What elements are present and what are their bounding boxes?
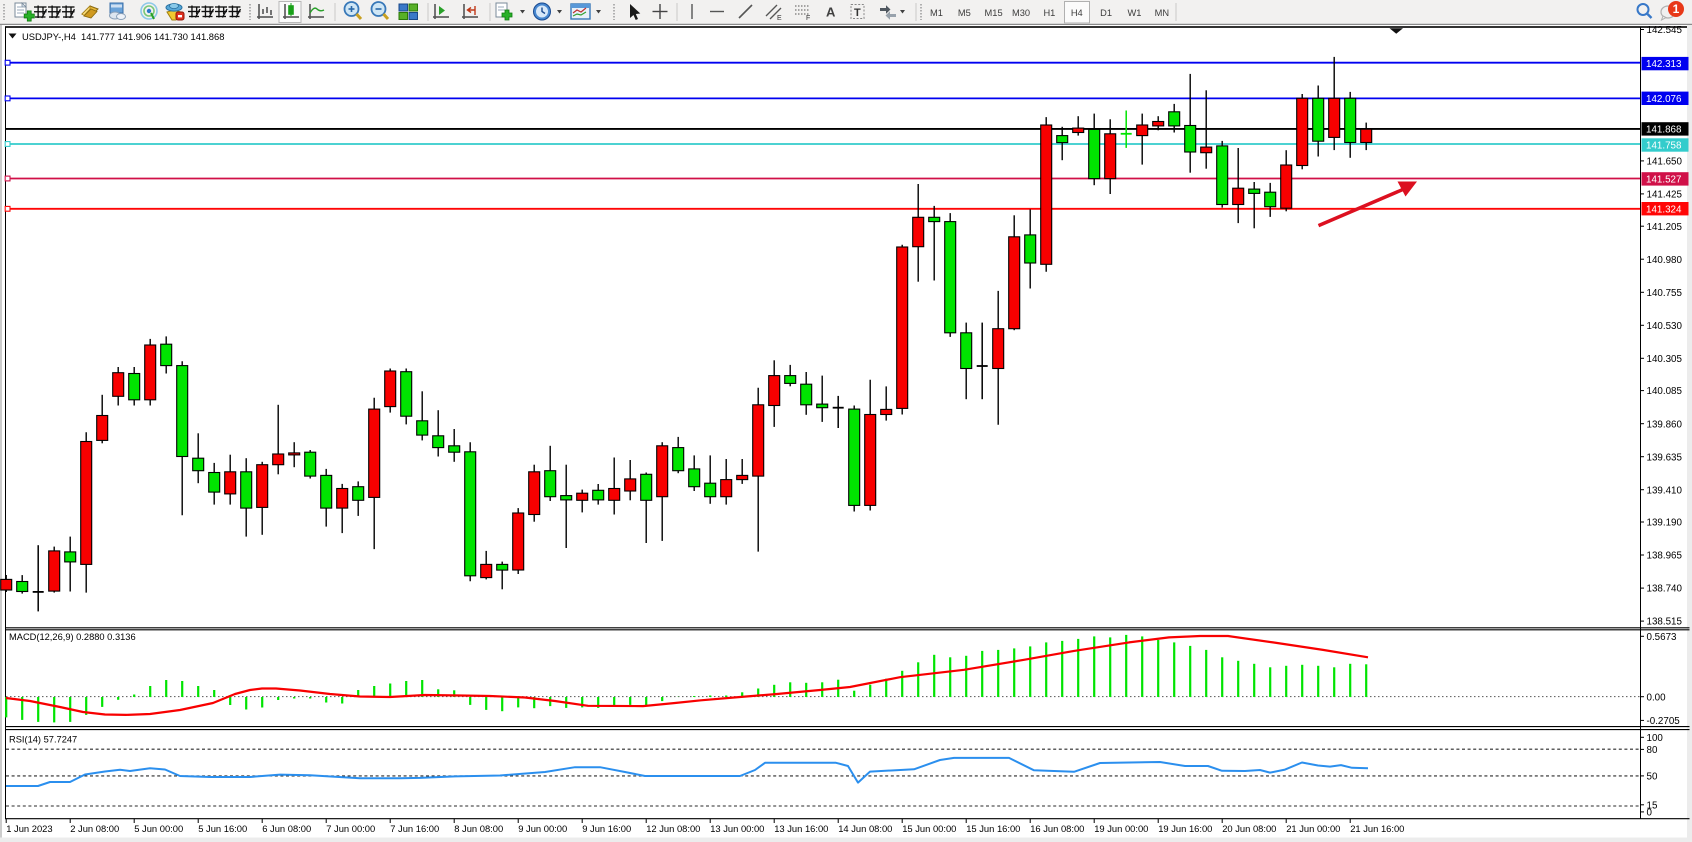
svg-text:20 Jun 08:00: 20 Jun 08:00 (1222, 823, 1276, 834)
svg-text:E: E (777, 15, 782, 22)
svg-text:141.868: 141.868 (1646, 125, 1682, 136)
svg-text:6 Jun 08:00: 6 Jun 08:00 (262, 823, 311, 834)
svg-text:1: 1 (1673, 2, 1680, 16)
svg-text:138.965: 138.965 (1647, 551, 1683, 562)
svg-text:140.305: 140.305 (1647, 354, 1683, 365)
svg-text:5 Jun 16:00: 5 Jun 16:00 (198, 823, 247, 834)
svg-text:140.085: 140.085 (1647, 386, 1683, 397)
svg-text:USDJPY-,H4 141.777 141.906 14: USDJPY-,H4 141.777 141.906 141.730 141.8… (22, 31, 224, 42)
svg-text:142.076: 142.076 (1646, 94, 1682, 105)
svg-text:16 Jun 08:00: 16 Jun 08:00 (1030, 823, 1084, 834)
svg-text:8 Jun 08:00: 8 Jun 08:00 (454, 823, 503, 834)
svg-text:13 Jun 00:00: 13 Jun 00:00 (710, 823, 764, 834)
svg-text:138.515: 138.515 (1647, 617, 1683, 628)
svg-text:142.545: 142.545 (1647, 25, 1683, 36)
svg-text:21 Jun 16:00: 21 Jun 16:00 (1350, 823, 1404, 834)
svg-text:W1: W1 (1128, 8, 1142, 18)
svg-text:141.324: 141.324 (1646, 204, 1682, 215)
svg-text:19 Jun 00:00: 19 Jun 00:00 (1094, 823, 1148, 834)
svg-text:RSI(14) 57.7247: RSI(14) 57.7247 (9, 735, 77, 745)
svg-text:139.635: 139.635 (1647, 452, 1683, 463)
svg-text:F: F (806, 15, 810, 22)
svg-text:7 Jun 16:00: 7 Jun 16:00 (390, 823, 439, 834)
svg-text:0.00: 0.00 (1647, 692, 1667, 703)
svg-text:138.740: 138.740 (1647, 584, 1683, 595)
svg-text:139.410: 139.410 (1647, 485, 1683, 496)
svg-text:141.205: 141.205 (1647, 222, 1683, 233)
svg-text:M15: M15 (985, 8, 1003, 18)
svg-text:100: 100 (1647, 733, 1664, 744)
svg-text:1 Jun 2023: 1 Jun 2023 (6, 823, 52, 834)
svg-text:9 Jun 16:00: 9 Jun 16:00 (582, 823, 631, 834)
svg-text:M30: M30 (1012, 8, 1030, 18)
svg-text:141.527: 141.527 (1646, 175, 1681, 186)
svg-text:D1: D1 (1100, 8, 1112, 18)
svg-text:139.190: 139.190 (1647, 518, 1683, 529)
svg-text:5 Jun 00:00: 5 Jun 00:00 (134, 823, 183, 834)
svg-text:80: 80 (1647, 745, 1658, 756)
svg-text:0.5673: 0.5673 (1647, 632, 1678, 643)
svg-text:139.860: 139.860 (1647, 419, 1683, 430)
svg-text:0: 0 (1647, 808, 1653, 819)
svg-text:-0.2705: -0.2705 (1647, 716, 1681, 727)
svg-text:140.530: 140.530 (1647, 321, 1683, 332)
svg-text:15 Jun 16:00: 15 Jun 16:00 (966, 823, 1020, 834)
svg-text:MACD(12,26,9) 0.2880 0.3136: MACD(12,26,9) 0.2880 0.3136 (9, 632, 136, 642)
svg-text:140.755: 140.755 (1647, 288, 1683, 299)
svg-text:9 Jun 00:00: 9 Jun 00:00 (518, 823, 567, 834)
svg-text:A: A (826, 5, 836, 20)
svg-text:12 Jun 08:00: 12 Jun 08:00 (646, 823, 700, 834)
svg-text:50: 50 (1647, 772, 1658, 783)
svg-text:7 Jun 00:00: 7 Jun 00:00 (326, 823, 375, 834)
svg-text:MN: MN (1155, 8, 1169, 18)
svg-text:M5: M5 (958, 8, 971, 18)
svg-text:141.758: 141.758 (1646, 141, 1682, 152)
svg-text:15 Jun 00:00: 15 Jun 00:00 (902, 823, 956, 834)
svg-text:M1: M1 (930, 8, 943, 18)
svg-text:141.650: 141.650 (1647, 157, 1683, 168)
svg-text:19 Jun 16:00: 19 Jun 16:00 (1158, 823, 1212, 834)
svg-text:141.425: 141.425 (1647, 190, 1683, 201)
svg-text:142.313: 142.313 (1646, 59, 1682, 70)
svg-text:21 Jun 00:00: 21 Jun 00:00 (1286, 823, 1340, 834)
svg-text:140.980: 140.980 (1647, 255, 1683, 266)
svg-text:H4: H4 (1071, 8, 1083, 18)
svg-text:15: 15 (1647, 800, 1658, 811)
svg-text:T: T (854, 7, 861, 19)
svg-text:13 Jun 16:00: 13 Jun 16:00 (774, 823, 828, 834)
svg-text:14 Jun 08:00: 14 Jun 08:00 (838, 823, 892, 834)
svg-text:2 Jun 08:00: 2 Jun 08:00 (70, 823, 119, 834)
svg-text:H1: H1 (1043, 8, 1055, 18)
